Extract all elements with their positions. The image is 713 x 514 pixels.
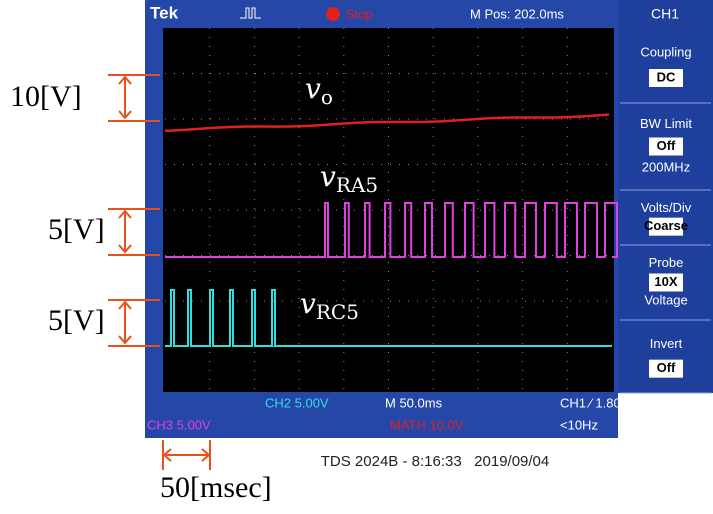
time-label: 50[msec] bbox=[160, 471, 272, 504]
menu-label: Invert bbox=[650, 336, 683, 351]
status: Stop bbox=[346, 6, 373, 21]
menu-label: BW Limit bbox=[640, 116, 692, 131]
brand: Tek bbox=[150, 3, 179, 22]
footer: TDS 2024B - 8:16:33 2019/09/04 bbox=[321, 453, 550, 470]
status-text: CH2 5.00V bbox=[265, 395, 329, 410]
menu-extra: Voltage bbox=[644, 293, 687, 308]
page: Tek Stop M Pos: 202.0ms CH1 Coupling DC BW… bbox=[0, 0, 713, 514]
channel: CH1 bbox=[651, 6, 679, 22]
status-text: CH3 5.00V bbox=[147, 417, 211, 432]
menu-label: Volts/Div bbox=[641, 200, 692, 215]
menu-value: Coarse bbox=[644, 218, 688, 233]
status-text: CH1 ∕ 1.80V bbox=[560, 395, 630, 410]
status-text: MATH 10.0V bbox=[390, 417, 464, 432]
position: M Pos: 202.0ms bbox=[470, 6, 564, 21]
scale-label: 5[V] bbox=[48, 213, 105, 246]
menu-value: DC bbox=[657, 69, 676, 84]
menu-extra: 200MHz bbox=[642, 160, 690, 175]
scale-label: 5[V] bbox=[48, 304, 105, 337]
scale-label: 10[V] bbox=[10, 80, 82, 113]
menu-value: Off bbox=[657, 360, 676, 375]
menu-value: Off bbox=[657, 138, 676, 153]
status-text: M 50.0ms bbox=[385, 395, 443, 410]
status-text: <10Hz bbox=[560, 417, 598, 432]
menu-label: Probe bbox=[649, 255, 684, 270]
menu-label: Coupling bbox=[640, 44, 691, 59]
stop-dot bbox=[326, 7, 340, 21]
menu-value: 10X bbox=[654, 274, 677, 289]
